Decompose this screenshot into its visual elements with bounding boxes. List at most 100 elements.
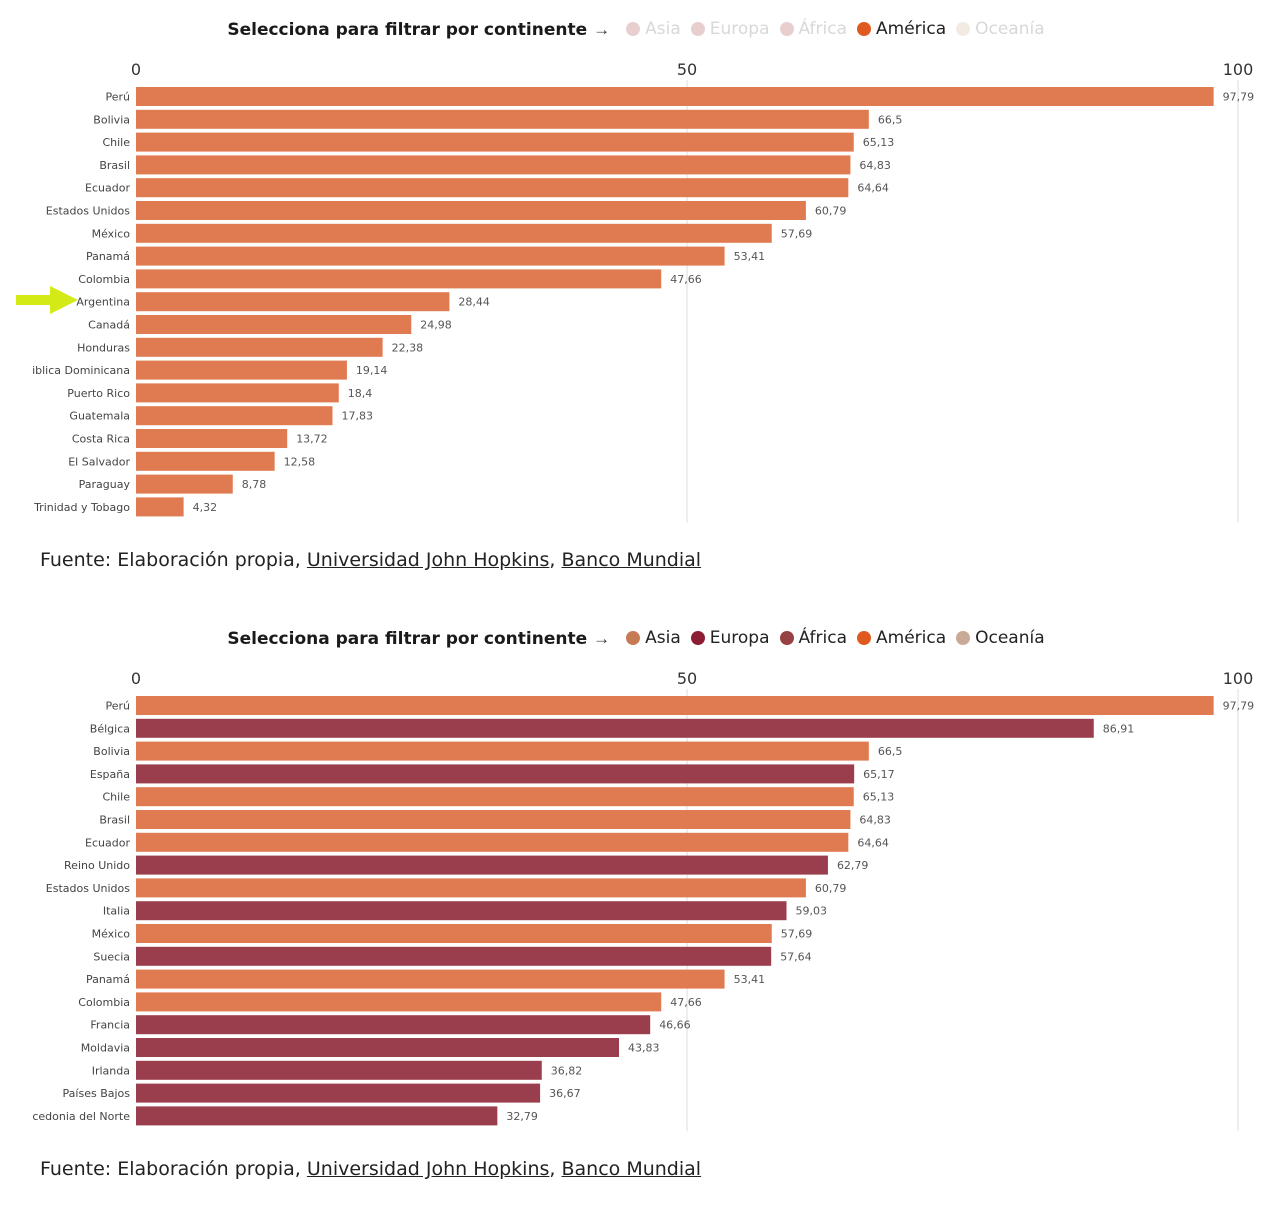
bar-row[interactable]: cedonia del Norte 32,79: [32, 1106, 538, 1126]
bar-row[interactable]: Chile 65,13: [102, 787, 894, 807]
legend-item-europa[interactable]: Europa: [690, 19, 770, 39]
bar[interactable]: [136, 337, 383, 357]
value-label: 47,66: [670, 996, 702, 1009]
bar-row[interactable]: Panamá 53,41: [86, 246, 765, 266]
bar-row[interactable]: iblica Dominicana 19,14: [32, 360, 387, 380]
bar[interactable]: [136, 1015, 651, 1035]
legend-item-áfrica[interactable]: África: [779, 19, 847, 39]
bar-row[interactable]: Perú 97,79: [105, 696, 1254, 715]
bar-row[interactable]: Italia 59,03: [103, 901, 827, 921]
bar-row[interactable]: Moldavia 43,83: [81, 1038, 660, 1057]
bar[interactable]: [136, 406, 333, 426]
bar-row[interactable]: Irlanda 36,82: [92, 1060, 583, 1080]
bar-row[interactable]: Panamá 53,41: [86, 969, 765, 989]
bar-row[interactable]: Estados Unidos 60,79: [46, 201, 847, 220]
bar[interactable]: [136, 696, 1214, 715]
legend-item-oceanía[interactable]: Oceanía: [956, 628, 1045, 648]
category-label: Paraguay: [79, 478, 131, 491]
bar-row[interactable]: Colombia 47,66: [78, 992, 702, 1012]
bar-row[interactable]: Bolivia 66,5: [93, 741, 902, 761]
source-prefix: Fuente: Elaboración propia,: [40, 1158, 301, 1180]
bar[interactable]: [136, 269, 662, 289]
bar-row[interactable]: Estados Unidos 60,79: [46, 878, 847, 898]
bar[interactable]: [136, 1106, 498, 1126]
legend-dot-icon: [956, 631, 971, 645]
bar-row[interactable]: España 65,17: [90, 764, 895, 784]
bar[interactable]: [136, 178, 849, 198]
bar[interactable]: [136, 969, 725, 989]
bar-row[interactable]: Brasil 64,83: [99, 810, 891, 829]
bar-row[interactable]: Bolivia 66,5: [93, 109, 902, 129]
bar[interactable]: [136, 474, 233, 494]
bar-row[interactable]: Bélgica 86,91: [90, 718, 1134, 738]
bar[interactable]: [136, 1038, 620, 1057]
bar[interactable]: [136, 946, 772, 966]
bar[interactable]: [136, 855, 828, 875]
bar-row[interactable]: Trinidad y Tobago 4,32: [33, 497, 217, 517]
bar-row[interactable]: Honduras 22,38: [77, 337, 423, 357]
bar[interactable]: [136, 497, 184, 517]
bar[interactable]: [136, 1060, 542, 1080]
source-link-banco-mundial[interactable]: Banco Mundial: [561, 1158, 702, 1180]
bar[interactable]: [136, 787, 854, 807]
bar[interactable]: [136, 383, 339, 403]
source-link-johns-hopkins[interactable]: Universidad John Hopkins: [306, 1158, 550, 1180]
bar[interactable]: [136, 741, 869, 761]
bar[interactable]: [136, 360, 347, 380]
legend-item-asia[interactable]: Asia: [626, 19, 681, 39]
bar[interactable]: [136, 315, 412, 334]
bar-row[interactable]: Puerto Rico 18,4: [67, 383, 372, 403]
bar[interactable]: [136, 810, 851, 829]
category-label: Panamá: [86, 973, 130, 986]
bar[interactable]: [136, 878, 806, 898]
legend-item-oceanía[interactable]: Oceanía: [956, 19, 1045, 39]
legend-item-áfrica[interactable]: África: [779, 628, 847, 648]
category-label: Puerto Rico: [67, 387, 130, 400]
bar[interactable]: [136, 924, 772, 943]
x-tick-label: 0: [131, 60, 141, 79]
bar-row[interactable]: México 57,69: [92, 223, 813, 243]
legend-dot-icon: [690, 631, 705, 645]
bar[interactable]: [136, 451, 275, 471]
bar[interactable]: [136, 1083, 541, 1103]
bar-row[interactable]: Brasil 64,83: [99, 155, 891, 175]
legend-item-asia[interactable]: Asia: [626, 628, 681, 648]
legend-item-europa[interactable]: Europa: [690, 628, 770, 648]
bar-row[interactable]: Colombia 47,66: [78, 269, 702, 289]
bar[interactable]: [136, 832, 849, 852]
source-link-johns-hopkins[interactable]: Universidad John Hopkins: [306, 549, 550, 571]
bar-row[interactable]: Argentina 28,44: [76, 292, 490, 312]
bar[interactable]: [136, 201, 806, 220]
bar[interactable]: [136, 109, 869, 129]
legend-dot-icon: [626, 22, 641, 36]
bar[interactable]: [136, 223, 772, 243]
bar-row[interactable]: Ecuador 64,64: [85, 178, 889, 198]
bar-row[interactable]: Costa Rica 13,72: [72, 429, 328, 448]
legend-item-américa[interactable]: América: [857, 628, 946, 648]
bar-row[interactable]: Reino Unido 62,79: [64, 855, 868, 875]
bar[interactable]: [136, 292, 450, 312]
bar-row[interactable]: Ecuador 64,64: [85, 832, 889, 852]
bar-row[interactable]: Chile 65,13: [102, 132, 894, 152]
bar-row[interactable]: Canadá 24,98: [88, 315, 452, 334]
legend-label: Oceanía: [975, 19, 1045, 39]
bar-row[interactable]: México 57,69: [92, 924, 813, 943]
bar[interactable]: [136, 429, 288, 448]
source-link-banco-mundial[interactable]: Banco Mundial: [561, 549, 702, 571]
bar[interactable]: [136, 992, 662, 1012]
bar-row[interactable]: Suecia 57,64: [93, 946, 812, 966]
bar[interactable]: [136, 246, 725, 266]
bar[interactable]: [136, 155, 851, 175]
bar-row[interactable]: Paraguay 8,78: [79, 474, 267, 494]
bar-row[interactable]: Francia 46,66: [90, 1015, 691, 1035]
bar[interactable]: [136, 132, 854, 152]
bar-row[interactable]: Perú 97,79: [105, 87, 1254, 106]
bar-row[interactable]: El Salvador 12,58: [68, 451, 315, 471]
bar-row[interactable]: Guatemala 17,83: [69, 406, 373, 426]
bar[interactable]: [136, 87, 1214, 106]
bar[interactable]: [136, 764, 855, 784]
bar[interactable]: [136, 718, 1094, 738]
bar-row[interactable]: Países Bajos 36,67: [63, 1083, 581, 1103]
bar[interactable]: [136, 901, 787, 921]
legend-item-américa[interactable]: América: [857, 19, 946, 39]
